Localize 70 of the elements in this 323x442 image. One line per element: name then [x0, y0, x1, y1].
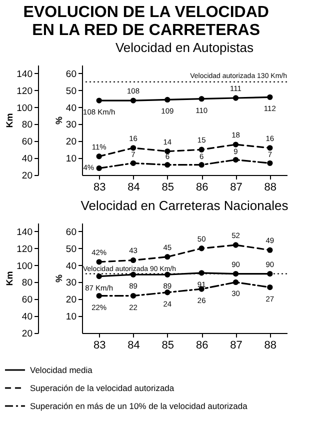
y2-tick-label: 30	[66, 278, 76, 289]
y2-tick-label: 10	[66, 154, 76, 165]
y-axis-title: Km	[4, 271, 15, 286]
point	[267, 160, 273, 166]
y2-tick-label: 40	[66, 102, 76, 114]
point	[130, 160, 136, 166]
x-tick-label: 88	[264, 182, 277, 194]
point	[96, 165, 102, 172]
y-tick-label: 120	[16, 86, 32, 97]
y-tick-label: 80	[22, 278, 32, 289]
x-tick-label: 88	[264, 340, 277, 352]
y2-tick-label: 50	[66, 244, 76, 255]
y-tick-label: 40	[22, 154, 32, 165]
point	[267, 145, 273, 151]
y2-axis-title: %	[54, 116, 64, 125]
y2-tick-label: 10	[66, 312, 76, 323]
y2-axis-title: %	[54, 274, 64, 283]
y-tick-label: 140	[16, 68, 32, 80]
point	[267, 247, 273, 253]
point	[267, 284, 273, 290]
point	[232, 279, 239, 286]
y-tick-label: 100	[16, 102, 32, 114]
point	[96, 292, 102, 299]
y2-tick-label: 50	[66, 86, 76, 97]
point	[96, 154, 102, 160]
y2-tick-label: 60	[66, 68, 76, 80]
point	[130, 292, 136, 299]
y-tick-label: 60	[22, 136, 32, 148]
legend-label: Velocidad media	[30, 365, 93, 375]
y-tick-label: 140	[16, 226, 32, 238]
x-tick-label: 85	[162, 182, 174, 194]
y2-tick-label: 40	[66, 260, 76, 272]
point	[232, 242, 239, 248]
y-tick-label: 80	[22, 120, 32, 131]
legend-label: Superación en más de un 10% de la velocidad autorizada	[30, 401, 248, 411]
point	[130, 257, 136, 264]
y-tick-label: 60	[22, 294, 32, 306]
y-tick-label: 20	[22, 170, 32, 182]
x-tick-label: 87	[230, 182, 242, 194]
chart-title: EVOLUCION DE LA VELOCIDAD EN LA RED DE CARRETERAS	[23, 4, 269, 39]
point	[164, 162, 170, 168]
point	[96, 259, 102, 265]
x-tick-label: 83	[93, 340, 106, 352]
y2-tick-label: 20	[66, 294, 76, 306]
x-tick-label: 84	[128, 340, 140, 352]
chart-subtitle: Velocidad en Autopistas	[115, 40, 254, 55]
y2-tick-label: 20	[66, 136, 76, 148]
x-tick-label: 86	[196, 182, 208, 194]
y-tick-label: 20	[22, 328, 32, 340]
y-axis-title: Km	[4, 113, 15, 128]
point	[232, 156, 239, 163]
point	[198, 246, 204, 252]
point	[164, 290, 170, 296]
x-tick-label: 83	[93, 182, 106, 194]
x-tick-label: 86	[196, 340, 208, 352]
y-tick-label: 120	[16, 244, 32, 255]
y-tick-label: 100	[16, 260, 32, 272]
point	[198, 146, 204, 152]
x-tick-label: 87	[230, 340, 242, 352]
y2-tick-label: 30	[66, 120, 76, 131]
legend-label: Superación de la velocidad autorizada	[30, 383, 174, 393]
point	[130, 145, 136, 151]
point	[232, 142, 239, 148]
x-tick-label: 84	[128, 182, 140, 194]
chart-title: Velocidad en Carreteras Nacionales	[80, 198, 289, 213]
y-tick-label: 40	[22, 312, 32, 323]
point	[164, 254, 170, 260]
x-tick-label: 85	[162, 340, 174, 352]
y2-tick-label: 60	[66, 226, 76, 238]
point	[198, 162, 204, 168]
